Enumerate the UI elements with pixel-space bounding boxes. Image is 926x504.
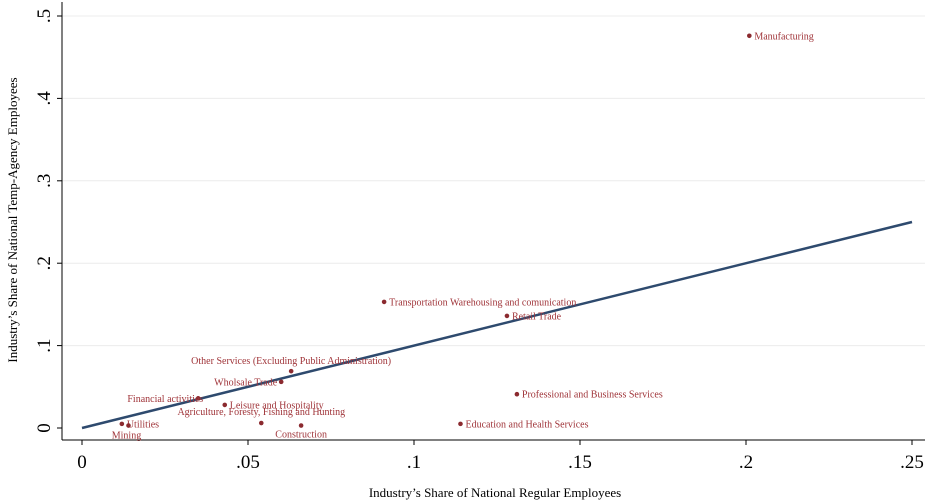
point-label-8: Agriculture, Foresty, Fishing and Huntin…	[177, 407, 345, 418]
y-tick-label-3: .3	[34, 174, 55, 188]
x-axis: 0 .05 .1 .15 .2 .25	[62, 439, 925, 473]
point-label-4: Wholsale Trade	[214, 377, 278, 388]
point-label-3: Other Services (Excluding Public Adminis…	[191, 356, 391, 367]
data-point-3	[288, 368, 294, 374]
data-points: Manufacturing Transportation Warehousing …	[112, 31, 814, 441]
data-point-6	[195, 396, 201, 401]
point-label-1: Transportation Warehousing and comunicat…	[389, 297, 576, 308]
x-tick-label-0: 0	[77, 452, 87, 473]
point-label-10: Education and Health Services	[465, 419, 588, 430]
data-point-12	[126, 423, 131, 428]
point-label-12: Mining	[112, 431, 141, 442]
grid-lines	[62, 15, 925, 347]
y-tick-label-1: .1	[34, 338, 55, 352]
point-label-2: Retail Trade	[512, 311, 562, 322]
point-label-6: Financial activities	[127, 394, 203, 405]
x-tick-label-4: .2	[739, 452, 753, 473]
data-point-5	[514, 391, 520, 397]
point-label-7: Leisure and Hospitality	[230, 400, 324, 411]
data-point-0	[747, 33, 752, 39]
y-tick-label-4: .4	[34, 91, 55, 106]
data-point-7	[222, 402, 228, 408]
point-label-5: Professional and Business Services	[522, 390, 663, 401]
x-tick-label-1: .05	[236, 452, 260, 473]
point-label-9: Construction	[275, 430, 327, 441]
y-tick-label-0: 0	[34, 423, 55, 433]
x-tick-label-5: .25	[900, 452, 924, 473]
data-point-10	[458, 421, 463, 427]
x-tick-label-3: .15	[568, 452, 592, 473]
y-axis: 0 .1 .2 .3 .4 .5	[34, 2, 63, 440]
data-point-1	[381, 299, 387, 305]
data-point-11	[119, 421, 125, 427]
y-axis-title: Industry’s Share of National Temp-Agency…	[5, 77, 20, 362]
data-point-9	[298, 423, 304, 428]
x-axis-title: Industry’s Share of National Regular Emp…	[369, 485, 621, 500]
y-tick-label-5: .5	[34, 9, 55, 23]
fit-line-group	[81, 220, 913, 430]
data-point-8	[258, 420, 264, 426]
data-point-4	[278, 379, 284, 385]
data-point-2	[504, 313, 510, 319]
y-tick-label-2: .2	[34, 256, 55, 270]
x-tick-label-2: .1	[407, 452, 421, 473]
point-label-11: Utilities	[127, 419, 159, 430]
fit-line	[81, 220, 913, 430]
point-label-0: Manufacturing	[754, 31, 813, 42]
